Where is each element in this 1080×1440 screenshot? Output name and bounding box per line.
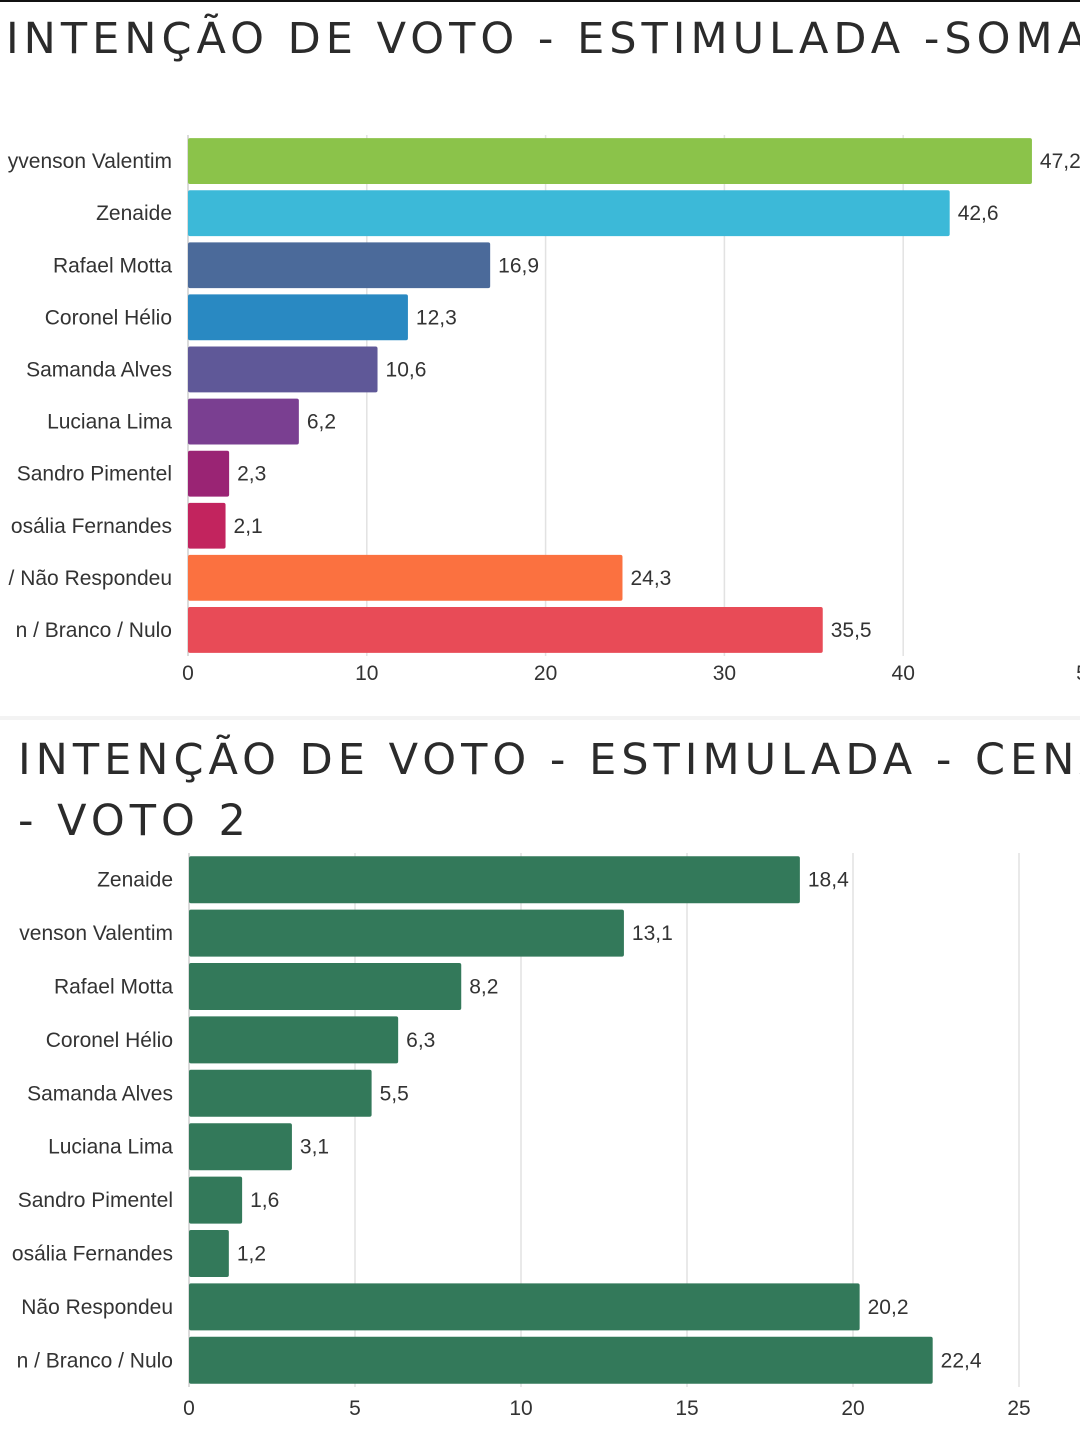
- x-tick-label: 0: [182, 662, 194, 685]
- data-label: 13,1: [632, 922, 673, 945]
- bar: [188, 554, 623, 601]
- category-label: yvenson Valentim: [8, 150, 172, 173]
- x-tick-label: 20: [534, 662, 557, 685]
- bar: [189, 1176, 243, 1224]
- x-tick-label: 5: [1076, 662, 1080, 685]
- data-label: 22,4: [941, 1349, 982, 1372]
- bar: [188, 502, 226, 549]
- bar: [189, 1336, 933, 1384]
- x-tick-label: 10: [355, 662, 378, 685]
- data-label: 6,3: [406, 1029, 435, 1052]
- chart-panel-soma-votos: INTENÇÃO DE VOTO - ESTIMULADA -SOMA V 0 1…: [0, 0, 1080, 718]
- chart-title-line-1: INTENÇÃO DE VOTO - ESTIMULADA - CENÁ: [18, 735, 1080, 785]
- chart-title: INTENÇÃO DE VOTO - ESTIMULADA -SOMA V: [6, 14, 1080, 64]
- category-label: Zenaide: [97, 869, 173, 892]
- top-edge-line: [0, 0, 1080, 2]
- chart-title: INTENÇÃO DE VOTO - ESTIMULADA - CENÁ - V…: [18, 730, 1080, 852]
- category-label: Samanda Alves: [27, 1082, 173, 1105]
- bar: [188, 450, 230, 497]
- category-label: n / Branco / Nulo: [17, 1349, 173, 1372]
- data-label: 12,3: [416, 306, 457, 329]
- x-tick-label: 15: [675, 1397, 698, 1420]
- data-label: 2,3: [237, 463, 266, 486]
- chart-title-line-2: - VOTO 2: [18, 796, 251, 846]
- x-tick-label: 25: [1007, 1397, 1030, 1420]
- category-label: Samanda Alves: [26, 358, 172, 381]
- bar: [188, 294, 408, 341]
- data-label: 16,9: [498, 254, 539, 277]
- data-label: 42,6: [958, 202, 999, 225]
- x-tick-label: 10: [509, 1397, 532, 1420]
- bar: [189, 909, 624, 957]
- chart-panel-voto-2: INTENÇÃO DE VOTO - ESTIMULADA - CENÁ - V…: [0, 718, 1080, 1440]
- bar: [189, 856, 800, 904]
- bar: [188, 190, 950, 237]
- data-label: 8,2: [469, 976, 498, 999]
- bar: [189, 1016, 399, 1064]
- category-label: Luciana Lima: [48, 1136, 173, 1159]
- data-label: 24,3: [630, 567, 671, 590]
- bar: [188, 242, 491, 289]
- x-tick-label: 30: [713, 662, 736, 685]
- bar: [189, 1230, 229, 1277]
- category-label: Sandro Pimentel: [18, 1189, 173, 1212]
- bar: [189, 1069, 372, 1117]
- bar: [189, 1283, 860, 1331]
- data-label: 2,1: [234, 515, 263, 538]
- bar: [188, 346, 378, 393]
- data-label: 3,1: [300, 1136, 329, 1159]
- category-label: Sandro Pimentel: [17, 463, 172, 486]
- data-label: 1,6: [250, 1189, 279, 1212]
- category-label: Não Respondeu: [21, 1296, 173, 1319]
- category-label: Rafael Motta: [53, 254, 172, 277]
- data-label: 47,2: [1040, 150, 1080, 173]
- panel-divider: [0, 716, 1080, 720]
- bar: [189, 963, 462, 1010]
- bar: [188, 138, 1032, 184]
- data-label: 35,5: [831, 619, 872, 642]
- bar-chart-voto-2: 0 5 10 15 20 25 Zenaide 18,4 venson Valentim 13,1…: [12, 853, 1031, 1420]
- category-label: Coronel Hélio: [45, 306, 172, 329]
- category-label: / Não Respondeu: [9, 567, 172, 590]
- x-tick-label: 20: [841, 1397, 864, 1420]
- bar: [189, 1123, 292, 1171]
- bar: [188, 607, 823, 653]
- data-label: 20,2: [868, 1296, 909, 1319]
- category-label: Rafael Motta: [54, 976, 173, 999]
- category-label: Zenaide: [96, 202, 172, 225]
- data-label: 10,6: [386, 358, 427, 381]
- data-label: 6,2: [307, 411, 336, 434]
- category-label: n / Branco / Nulo: [16, 619, 172, 642]
- x-tick-label: 40: [892, 662, 915, 685]
- category-label: osália Fernandes: [11, 515, 172, 538]
- data-label: 5,5: [380, 1082, 409, 1105]
- bar-chart-soma-votos: 0 10 20 30 40 5 yvenson Valentim 47,2 Zenaide 42,…: [8, 135, 1080, 685]
- category-label: venson Valentim: [19, 922, 173, 945]
- category-label: Luciana Lima: [47, 411, 172, 434]
- data-label: 1,2: [237, 1243, 266, 1266]
- data-label: 18,4: [808, 869, 849, 892]
- x-tick-label: 5: [349, 1397, 361, 1420]
- category-label: Coronel Hélio: [46, 1029, 173, 1052]
- bar: [188, 398, 299, 445]
- x-tick-label: 0: [183, 1397, 195, 1420]
- category-label: osália Fernandes: [12, 1243, 173, 1266]
